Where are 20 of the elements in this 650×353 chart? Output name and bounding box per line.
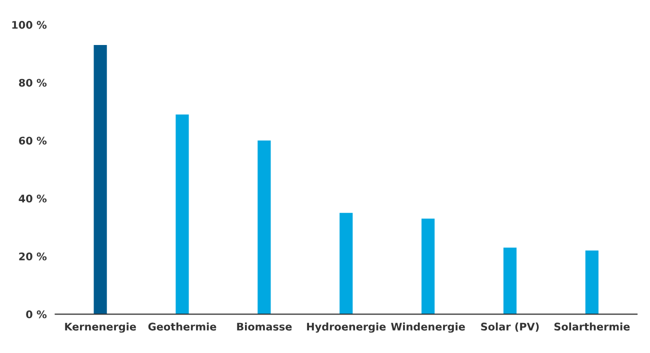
y-tick-label: 20 %: [19, 252, 47, 260]
y-tick-label: 80 %: [18, 78, 47, 87]
x-tick-label: Geothermie: [148, 322, 216, 331]
y-tick-label: 100 %: [12, 20, 47, 29]
bar: [258, 140, 271, 314]
x-tick-label: Hydroenergie: [307, 322, 386, 333]
x-tick-label: Windenergie: [391, 322, 465, 333]
bar: [585, 250, 598, 314]
x-tick-label: Solarthermie: [554, 322, 630, 331]
x-tick-label: Biomasse: [237, 322, 292, 331]
bar: [340, 212, 353, 314]
bar: [422, 218, 435, 314]
y-tick-label: 40 %: [18, 194, 47, 202]
bar: [503, 248, 517, 314]
x-tick-label: Solar (PV): [481, 322, 539, 332]
x-tick-label: Kernenergie: [65, 322, 136, 333]
bar: [94, 44, 107, 314]
y-tick-label: 0 %: [26, 310, 47, 318]
y-tick-label: 60 %: [19, 136, 47, 145]
bar: [176, 114, 189, 314]
